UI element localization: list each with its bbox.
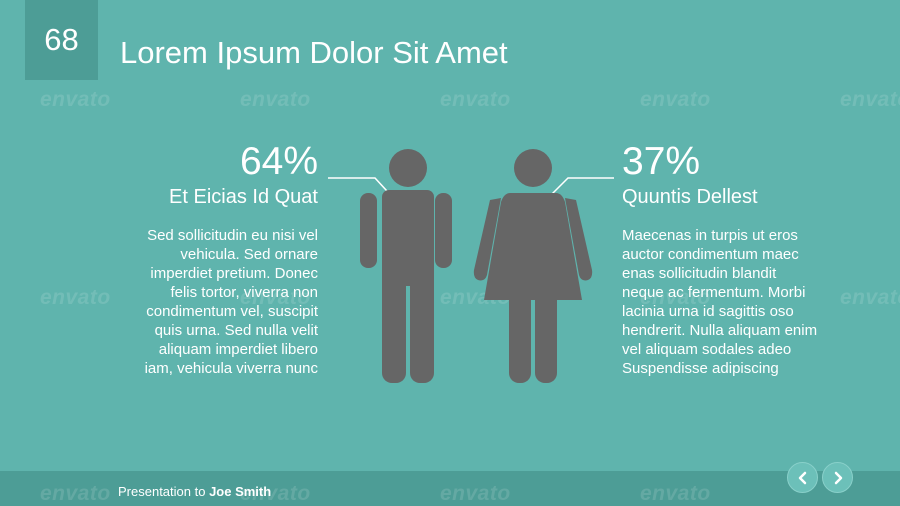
watermark: envato xyxy=(840,286,900,309)
male-description: Sed sollicitudin eu nisi vel vehicula. S… xyxy=(108,226,318,378)
slide-number-box: 68 xyxy=(25,0,98,80)
text-line: imperdiet pretium. Donec xyxy=(150,265,318,282)
text-line: auctor condimentum maec xyxy=(622,246,799,263)
slide-number: 68 xyxy=(44,22,79,57)
watermark: envato xyxy=(640,482,711,505)
male-percent: 64% xyxy=(239,140,318,183)
text-line: aliquam imperdiet libero xyxy=(158,341,318,358)
watermark: envato xyxy=(640,286,711,309)
text-line: enas sollicitudin blandit xyxy=(622,265,777,282)
male-label: Et Eicias Id Quat xyxy=(169,186,318,208)
footer-bar xyxy=(0,471,900,506)
slide-title: Lorem Ipsum Dolor Sit Amet xyxy=(120,35,508,70)
chevron-left-icon xyxy=(798,471,806,484)
text-line: quis urna. Sed nulla velit xyxy=(154,322,318,339)
recipient-name: Joe Smith xyxy=(209,484,272,499)
presentation-recipient: Presentation to Joe Smith xyxy=(118,484,271,499)
text-line: vehicula. Sed ornare xyxy=(180,246,318,263)
chevron-right-icon xyxy=(834,471,842,484)
watermark: envato xyxy=(640,88,711,111)
female-description: Maecenas in turpis ut eros auctor condim… xyxy=(622,226,857,378)
watermark: envato xyxy=(240,482,311,505)
footer-prefix: Presentation to xyxy=(118,484,210,499)
watermark: envato xyxy=(40,286,111,309)
male-person-icon xyxy=(360,149,452,383)
previous-slide-button[interactable] xyxy=(787,462,818,493)
watermark-row: envato envato envato envato envato xyxy=(0,88,900,112)
watermark: envato xyxy=(840,88,900,111)
text-line: felis tortor, viverra non xyxy=(170,284,318,301)
female-person-icon xyxy=(473,149,593,383)
text-line: Sed sollicitudin eu nisi vel xyxy=(147,227,318,244)
watermark: envato xyxy=(440,482,511,505)
watermark: envato xyxy=(440,88,511,111)
text-line: vel aliquam sodales adeo xyxy=(622,341,792,358)
text-line: Suspendisse adipiscing xyxy=(622,360,779,377)
gender-figures xyxy=(328,149,614,383)
text-line: iam, vehicula viverra nunc xyxy=(144,360,318,377)
text-line: hendrerit. Nulla aliquam enim xyxy=(622,322,818,339)
female-percent: 37% xyxy=(622,140,701,183)
watermark: envato xyxy=(240,286,311,309)
watermark: envato xyxy=(40,482,111,505)
text-line: Maecenas in turpis ut eros xyxy=(622,227,798,244)
text-line: lacinia urna id sagittis oso xyxy=(622,303,794,320)
female-stat: 37% Quuntis Dellest xyxy=(622,140,882,210)
next-slide-button[interactable] xyxy=(822,462,853,493)
watermark: envato xyxy=(240,88,311,111)
text-line: neque ac fermentum. Morbi xyxy=(622,284,806,301)
watermark-row: envato envato envato envato xyxy=(0,482,900,506)
male-stat: 64% Et Eicias Id Quat xyxy=(88,140,318,210)
watermark: envato xyxy=(40,88,111,111)
text-line: condimentum vel, suscipit xyxy=(146,303,318,320)
female-label: Quuntis Dellest xyxy=(622,186,758,208)
